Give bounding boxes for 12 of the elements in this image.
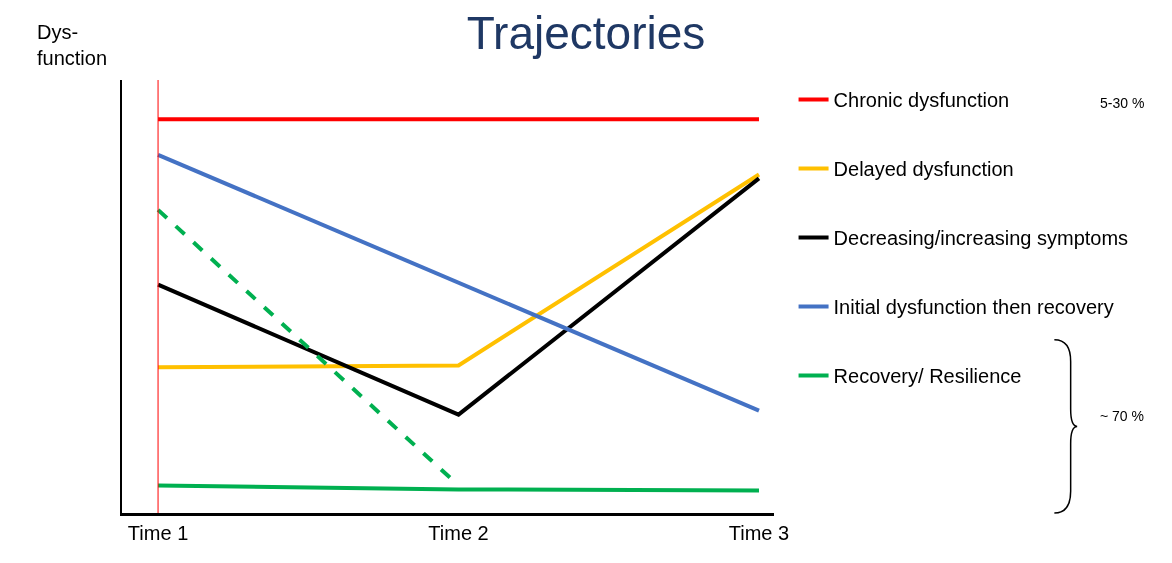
y-axis-title: Dys-function	[37, 21, 108, 69]
text: 5-30 %	[1100, 95, 1145, 111]
x-tick-label: Time 1	[127, 522, 189, 544]
legend-label: Initial dysfunction then recovery	[833, 296, 1114, 319]
legend-label: Decreasing/increasing symptoms	[833, 227, 1129, 250]
legend-label: Chronic dysfunction	[833, 89, 1010, 112]
legend-label: Recovery/ Resilience	[833, 365, 1022, 388]
text: ~ 70 %	[1100, 408, 1144, 424]
x-tick-label: Time 2	[428, 522, 489, 544]
chart-title: Trajectories	[466, 7, 706, 60]
x-tick-label: Time 3	[728, 522, 790, 544]
legend-label: Delayed dysfunction	[833, 158, 1014, 181]
